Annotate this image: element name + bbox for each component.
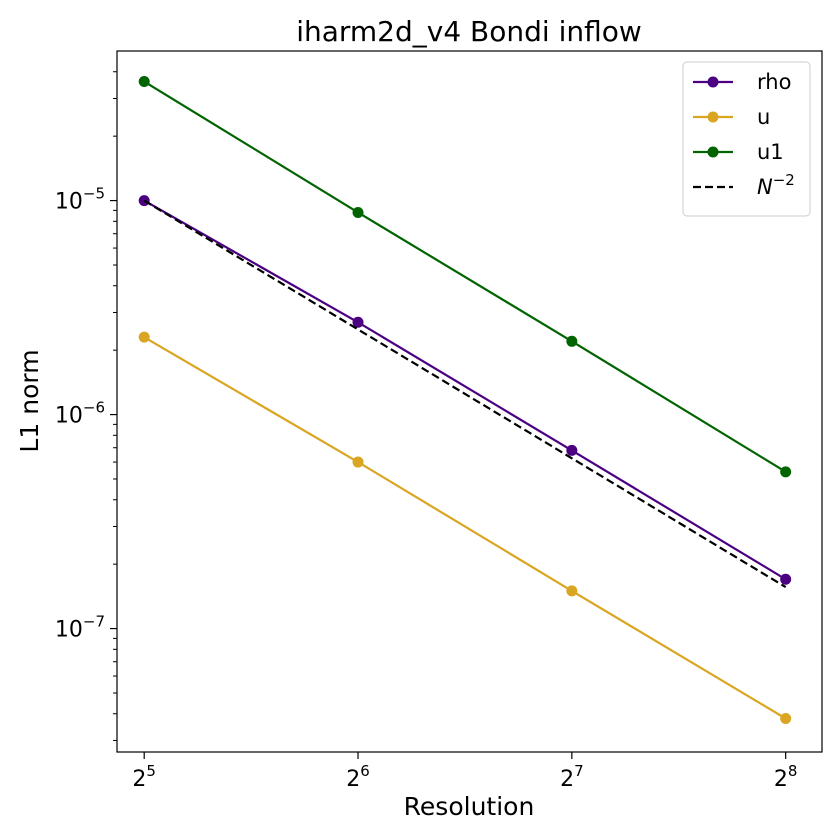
series-marker-2 xyxy=(780,713,792,725)
legend-label-exp: −2 xyxy=(773,171,795,189)
x-axis-ticks: 25 26 27 28 xyxy=(132,752,797,792)
x-tick-label: 28 xyxy=(774,762,798,792)
series-marker-3 xyxy=(138,76,150,88)
series-marker-2 xyxy=(566,585,578,597)
series-marker-1 xyxy=(352,316,364,328)
series-line-1 xyxy=(143,199,787,581)
series-marker-3 xyxy=(352,206,364,218)
x-tick-label-base: 2 xyxy=(346,767,360,792)
x-tick-label-base: 2 xyxy=(132,767,146,792)
y-tick-label-exp: −6 xyxy=(83,399,105,417)
x-axis-label: Resolution xyxy=(404,792,535,821)
legend-label-name: u1 xyxy=(757,140,784,164)
series-marker-3 xyxy=(566,335,578,347)
x-tick-label-exp: 8 xyxy=(788,762,798,780)
legend-label-name: rho xyxy=(757,70,791,94)
minor-ticks xyxy=(113,71,117,741)
legend-label-name: u xyxy=(757,105,770,129)
legend-marker-1 xyxy=(707,76,719,88)
legend-label-4: N−2 xyxy=(757,171,795,199)
legend-label-2: u xyxy=(757,105,770,129)
series-line-4 xyxy=(143,199,787,589)
y-axis-label: L1 norm xyxy=(15,349,44,452)
y-tick-label-base: 10 xyxy=(55,190,83,215)
y-axis-ticks: 10−710−610−5 xyxy=(55,185,117,643)
series-line-3 xyxy=(143,80,787,473)
series-layer xyxy=(138,76,792,725)
legend-box xyxy=(682,61,811,217)
legend-marker-2 xyxy=(707,111,719,123)
y-tick-label: 10−5 xyxy=(55,185,105,215)
legend: rho u u1 N−2 xyxy=(682,61,811,217)
x-tick-label: 27 xyxy=(560,762,584,792)
series-line-2 xyxy=(143,336,787,720)
legend-label-1: rho xyxy=(757,70,791,94)
y-tick-label-exp: −5 xyxy=(83,185,105,203)
legend-label-name: N xyxy=(757,175,773,199)
series-marker-1 xyxy=(780,573,792,585)
x-tick-label: 25 xyxy=(132,762,156,792)
legend-marker-3 xyxy=(707,146,719,158)
series-marker-2 xyxy=(352,456,364,468)
x-tick-label: 26 xyxy=(346,762,370,792)
chart-title: iharm2d_v4 Bondi inflow xyxy=(296,15,642,48)
y-tick-label-exp: −7 xyxy=(83,613,105,631)
x-tick-label-exp: 7 xyxy=(574,762,584,780)
legend-label-3: u1 xyxy=(757,140,784,164)
x-tick-label-base: 2 xyxy=(560,767,574,792)
x-tick-label-exp: 5 xyxy=(146,762,156,780)
series-marker-3 xyxy=(780,466,792,478)
y-tick-label: 10−6 xyxy=(55,399,105,429)
series-marker-1 xyxy=(566,444,578,456)
y-tick-label-base: 10 xyxy=(55,618,83,643)
x-tick-label-exp: 6 xyxy=(360,762,370,780)
y-tick-label-base: 10 xyxy=(55,404,83,429)
plot-frame xyxy=(116,50,823,753)
series-marker-2 xyxy=(138,331,150,343)
y-tick-label: 10−7 xyxy=(55,613,105,643)
x-tick-label-base: 2 xyxy=(774,767,788,792)
